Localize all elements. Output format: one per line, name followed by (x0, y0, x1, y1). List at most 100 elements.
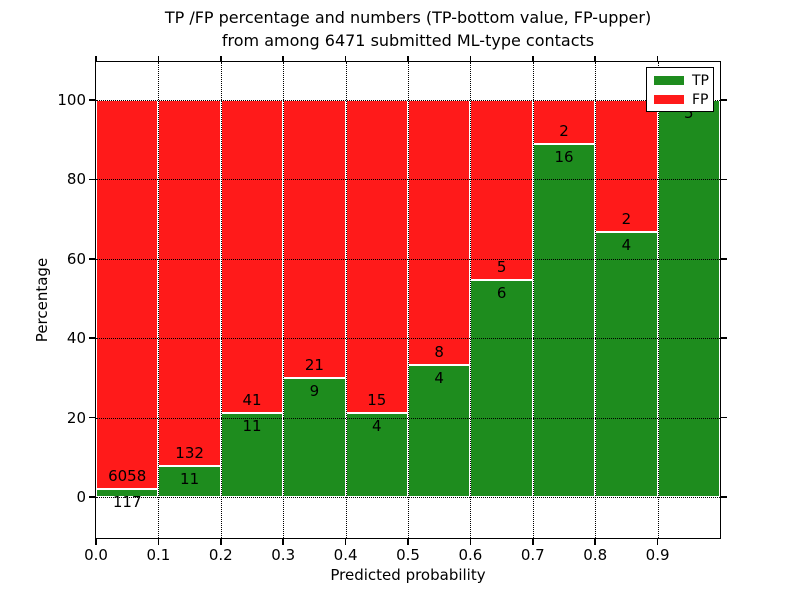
gridline-horizontal (96, 338, 720, 340)
x-tick-top (95, 56, 97, 61)
legend-entry: FP (654, 90, 713, 109)
tp-count-label: 4 (621, 236, 632, 255)
bar-tp-segment (96, 489, 159, 497)
gridline-vertical (345, 62, 347, 538)
bar-fp-segment (158, 100, 221, 467)
x-tick-bottom (344, 539, 347, 545)
bar-tp-segment (657, 100, 720, 497)
bar-tp-segment (470, 280, 533, 497)
bar-tp-segment (345, 413, 408, 497)
x-tick-bottom (95, 539, 97, 545)
fp-count-label: 132 (175, 444, 204, 463)
gridline-vertical (283, 62, 285, 538)
gridline-horizontal (96, 497, 720, 498)
y-tick-left (89, 178, 95, 181)
x-tick-top (532, 56, 534, 61)
x-tick-label: 0.9 (645, 546, 670, 564)
bar-fp-segment (408, 100, 471, 365)
fp-count-label: 2 (621, 210, 632, 229)
x-tick-label: 0.4 (333, 546, 358, 564)
bar-tp-segment (283, 377, 346, 497)
bar-fp-segment (96, 100, 159, 490)
tp-count-label: 16 (554, 148, 574, 167)
x-tick-top (220, 56, 222, 61)
x-tick-bottom (407, 539, 409, 545)
chart-title-line1: TP /FP percentage and numbers (TP-bottom… (164, 8, 652, 27)
legend-label: TP (692, 72, 709, 89)
bar-fp-segment (345, 100, 408, 414)
y-tick-label: 40 (66, 329, 86, 348)
tp-count-label: 4 (372, 417, 382, 436)
tp-count-label: 5 (684, 104, 694, 122)
x-tick-top (282, 56, 284, 61)
x-tick-label: 0.7 (520, 546, 545, 564)
bar-fp-segment (470, 100, 533, 281)
x-tick-label: 0.5 (396, 546, 420, 564)
legend-swatch-tp (654, 76, 684, 85)
gridline-horizontal (96, 179, 720, 181)
chart-title: TP /FP percentage and numbers (TP-bottom… (96, 6, 720, 52)
y-tick-left (89, 496, 95, 498)
legend-entry: TP (654, 71, 713, 90)
x-tick-top (594, 56, 596, 61)
chart-title-line2: from among 6471 submitted ML-type contac… (221, 31, 595, 50)
gridline-vertical (158, 62, 160, 538)
fp-count-label: 2 (559, 122, 569, 141)
x-axis-label: Predicted probability (330, 566, 486, 584)
bar-fp-segment (283, 100, 346, 378)
y-tick-label: 80 (66, 170, 86, 189)
y-tick-right (721, 258, 727, 260)
gridline-vertical (220, 62, 222, 538)
y-tick-label: 0 (76, 488, 86, 506)
x-tick-label: 0.8 (583, 546, 608, 564)
gridline-horizontal (96, 417, 720, 419)
x-tick-label: 0.6 (458, 546, 483, 564)
tp-count-label: 11 (242, 417, 262, 436)
fp-count-label: 5 (496, 258, 507, 277)
gridline-horizontal (96, 100, 720, 101)
y-tick-left (89, 258, 95, 260)
gridline-vertical (470, 62, 472, 538)
y-tick-left (89, 337, 95, 339)
y-tick-label: 60 (66, 249, 86, 268)
tp-count-label: 6 (496, 284, 507, 303)
fp-count-label: 6058 (108, 467, 147, 486)
fp-count-label: 8 (434, 342, 444, 361)
y-tick-label: 20 (66, 408, 86, 427)
tp-count-label: 4 (434, 368, 444, 387)
x-tick-label: 0.0 (84, 546, 108, 564)
bar-tp-segment (532, 144, 596, 497)
tp-count-label: 11 (180, 470, 200, 489)
x-tick-label: 0.2 (208, 546, 233, 564)
fp-count-label: 15 (367, 391, 387, 410)
legend: TP FP (646, 67, 714, 112)
y-tick-right (721, 496, 727, 498)
bar-tp-segment (158, 466, 221, 497)
x-tick-bottom (220, 539, 222, 545)
legend-swatch-fp (654, 95, 684, 104)
gridline-vertical (657, 62, 659, 538)
x-tick-label: 0.1 (146, 546, 171, 564)
tp-count-label: 117 (112, 493, 142, 512)
bar-tp-segment (595, 232, 658, 497)
x-tick-bottom (282, 539, 284, 545)
x-tick-top (344, 56, 347, 61)
bar-fp-segment (220, 100, 284, 414)
x-tick-bottom (469, 539, 472, 545)
gridline-vertical (595, 62, 597, 538)
x-tick-top (157, 56, 160, 61)
x-tick-label: 0.3 (271, 546, 296, 564)
x-tick-bottom (594, 539, 596, 545)
y-tick-right (721, 337, 727, 339)
x-tick-bottom (532, 539, 534, 545)
x-tick-top (469, 56, 472, 61)
fp-count-label: 41 (242, 391, 262, 410)
x-tick-top (656, 56, 659, 61)
y-tick-right (721, 99, 727, 101)
legend-label: FP (692, 91, 709, 108)
x-tick-top (407, 56, 409, 61)
gridline-vertical (408, 62, 409, 538)
y-tick-left (89, 416, 95, 419)
tp-count-label: 9 (309, 381, 320, 400)
